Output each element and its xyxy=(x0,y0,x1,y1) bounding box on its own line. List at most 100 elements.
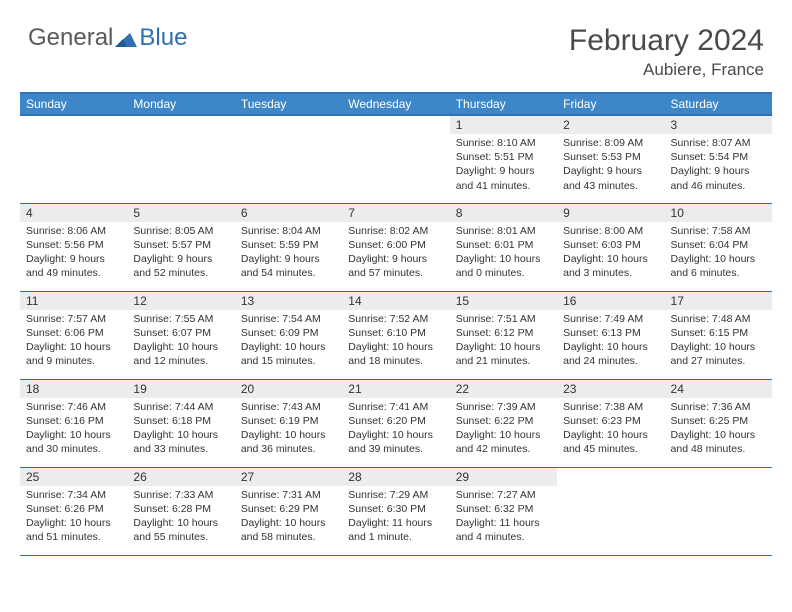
day-details: Sunrise: 7:34 AMSunset: 6:26 PMDaylight:… xyxy=(20,486,127,549)
calendar-table: SundayMondayTuesdayWednesdayThursdayFrid… xyxy=(20,92,772,556)
weekday-header: Friday xyxy=(557,93,664,115)
day-cell: 28Sunrise: 7:29 AMSunset: 6:30 PMDayligh… xyxy=(342,467,449,555)
title-block: February 2024 Aubiere, France xyxy=(569,24,764,80)
day-cell: 15Sunrise: 7:51 AMSunset: 6:12 PMDayligh… xyxy=(450,291,557,379)
day-details: Sunrise: 8:01 AMSunset: 6:01 PMDaylight:… xyxy=(450,222,557,285)
empty-cell xyxy=(557,467,664,555)
day-details: Sunrise: 7:38 AMSunset: 6:23 PMDaylight:… xyxy=(557,398,664,461)
day-cell: 9Sunrise: 8:00 AMSunset: 6:03 PMDaylight… xyxy=(557,203,664,291)
day-details: Sunrise: 7:27 AMSunset: 6:32 PMDaylight:… xyxy=(450,486,557,549)
day-number: 13 xyxy=(235,292,342,310)
day-number: 1 xyxy=(450,116,557,134)
logo: General Blue xyxy=(28,24,187,52)
day-details: Sunrise: 8:04 AMSunset: 5:59 PMDaylight:… xyxy=(235,222,342,285)
logo-text-blue: Blue xyxy=(139,24,187,52)
day-cell: 20Sunrise: 7:43 AMSunset: 6:19 PMDayligh… xyxy=(235,379,342,467)
day-details: Sunrise: 8:10 AMSunset: 5:51 PMDaylight:… xyxy=(450,134,557,197)
day-number: 20 xyxy=(235,380,342,398)
header: General Blue February 2024 Aubiere, Fran… xyxy=(0,0,792,86)
week-row: 18Sunrise: 7:46 AMSunset: 6:16 PMDayligh… xyxy=(20,379,772,467)
page-title: February 2024 xyxy=(569,24,764,58)
day-number: 22 xyxy=(450,380,557,398)
day-details: Sunrise: 7:31 AMSunset: 6:29 PMDaylight:… xyxy=(235,486,342,549)
day-number: 10 xyxy=(665,204,772,222)
day-cell: 27Sunrise: 7:31 AMSunset: 6:29 PMDayligh… xyxy=(235,467,342,555)
day-number: 4 xyxy=(20,204,127,222)
day-cell: 18Sunrise: 7:46 AMSunset: 6:16 PMDayligh… xyxy=(20,379,127,467)
day-cell: 19Sunrise: 7:44 AMSunset: 6:18 PMDayligh… xyxy=(127,379,234,467)
location-label: Aubiere, France xyxy=(569,60,764,80)
day-cell: 8Sunrise: 8:01 AMSunset: 6:01 PMDaylight… xyxy=(450,203,557,291)
day-number: 3 xyxy=(665,116,772,134)
day-details: Sunrise: 8:00 AMSunset: 6:03 PMDaylight:… xyxy=(557,222,664,285)
day-number: 26 xyxy=(127,468,234,486)
week-row: 4Sunrise: 8:06 AMSunset: 5:56 PMDaylight… xyxy=(20,203,772,291)
day-number: 14 xyxy=(342,292,449,310)
day-number: 23 xyxy=(557,380,664,398)
empty-cell xyxy=(342,115,449,203)
weekday-header: Wednesday xyxy=(342,93,449,115)
day-number: 24 xyxy=(665,380,772,398)
day-number: 29 xyxy=(450,468,557,486)
day-cell: 29Sunrise: 7:27 AMSunset: 6:32 PMDayligh… xyxy=(450,467,557,555)
day-details: Sunrise: 7:39 AMSunset: 6:22 PMDaylight:… xyxy=(450,398,557,461)
weekday-header: Sunday xyxy=(20,93,127,115)
day-cell: 16Sunrise: 7:49 AMSunset: 6:13 PMDayligh… xyxy=(557,291,664,379)
day-details: Sunrise: 7:46 AMSunset: 6:16 PMDaylight:… xyxy=(20,398,127,461)
day-details: Sunrise: 7:36 AMSunset: 6:25 PMDaylight:… xyxy=(665,398,772,461)
day-details: Sunrise: 8:02 AMSunset: 6:00 PMDaylight:… xyxy=(342,222,449,285)
day-number: 15 xyxy=(450,292,557,310)
day-number: 6 xyxy=(235,204,342,222)
day-cell: 12Sunrise: 7:55 AMSunset: 6:07 PMDayligh… xyxy=(127,291,234,379)
day-details: Sunrise: 7:57 AMSunset: 6:06 PMDaylight:… xyxy=(20,310,127,373)
day-cell: 14Sunrise: 7:52 AMSunset: 6:10 PMDayligh… xyxy=(342,291,449,379)
week-row: 25Sunrise: 7:34 AMSunset: 6:26 PMDayligh… xyxy=(20,467,772,555)
day-details: Sunrise: 7:49 AMSunset: 6:13 PMDaylight:… xyxy=(557,310,664,373)
weekday-header-row: SundayMondayTuesdayWednesdayThursdayFrid… xyxy=(20,93,772,115)
day-number: 25 xyxy=(20,468,127,486)
day-details: Sunrise: 8:09 AMSunset: 5:53 PMDaylight:… xyxy=(557,134,664,197)
empty-cell xyxy=(20,115,127,203)
day-details: Sunrise: 7:54 AMSunset: 6:09 PMDaylight:… xyxy=(235,310,342,373)
day-details: Sunrise: 7:51 AMSunset: 6:12 PMDaylight:… xyxy=(450,310,557,373)
day-details: Sunrise: 7:55 AMSunset: 6:07 PMDaylight:… xyxy=(127,310,234,373)
weekday-header: Thursday xyxy=(450,93,557,115)
day-cell: 1Sunrise: 8:10 AMSunset: 5:51 PMDaylight… xyxy=(450,115,557,203)
day-cell: 13Sunrise: 7:54 AMSunset: 6:09 PMDayligh… xyxy=(235,291,342,379)
day-number: 27 xyxy=(235,468,342,486)
day-cell: 24Sunrise: 7:36 AMSunset: 6:25 PMDayligh… xyxy=(665,379,772,467)
day-details: Sunrise: 8:07 AMSunset: 5:54 PMDaylight:… xyxy=(665,134,772,197)
day-number: 5 xyxy=(127,204,234,222)
weekday-header: Saturday xyxy=(665,93,772,115)
day-number: 2 xyxy=(557,116,664,134)
day-details: Sunrise: 7:33 AMSunset: 6:28 PMDaylight:… xyxy=(127,486,234,549)
day-cell: 11Sunrise: 7:57 AMSunset: 6:06 PMDayligh… xyxy=(20,291,127,379)
day-cell: 7Sunrise: 8:02 AMSunset: 6:00 PMDaylight… xyxy=(342,203,449,291)
day-number: 8 xyxy=(450,204,557,222)
day-details: Sunrise: 7:29 AMSunset: 6:30 PMDaylight:… xyxy=(342,486,449,549)
day-number: 11 xyxy=(20,292,127,310)
day-number: 7 xyxy=(342,204,449,222)
day-cell: 23Sunrise: 7:38 AMSunset: 6:23 PMDayligh… xyxy=(557,379,664,467)
logo-triangle-icon xyxy=(115,29,137,47)
day-cell: 25Sunrise: 7:34 AMSunset: 6:26 PMDayligh… xyxy=(20,467,127,555)
day-number: 16 xyxy=(557,292,664,310)
week-row: 11Sunrise: 7:57 AMSunset: 6:06 PMDayligh… xyxy=(20,291,772,379)
day-number: 19 xyxy=(127,380,234,398)
week-row: 1Sunrise: 8:10 AMSunset: 5:51 PMDaylight… xyxy=(20,115,772,203)
day-details: Sunrise: 8:06 AMSunset: 5:56 PMDaylight:… xyxy=(20,222,127,285)
weekday-header: Monday xyxy=(127,93,234,115)
day-details: Sunrise: 7:41 AMSunset: 6:20 PMDaylight:… xyxy=(342,398,449,461)
day-cell: 22Sunrise: 7:39 AMSunset: 6:22 PMDayligh… xyxy=(450,379,557,467)
day-details: Sunrise: 7:58 AMSunset: 6:04 PMDaylight:… xyxy=(665,222,772,285)
day-details: Sunrise: 7:48 AMSunset: 6:15 PMDaylight:… xyxy=(665,310,772,373)
day-number: 12 xyxy=(127,292,234,310)
day-cell: 21Sunrise: 7:41 AMSunset: 6:20 PMDayligh… xyxy=(342,379,449,467)
day-cell: 6Sunrise: 8:04 AMSunset: 5:59 PMDaylight… xyxy=(235,203,342,291)
day-cell: 10Sunrise: 7:58 AMSunset: 6:04 PMDayligh… xyxy=(665,203,772,291)
logo-text-general: General xyxy=(28,24,113,52)
day-details: Sunrise: 8:05 AMSunset: 5:57 PMDaylight:… xyxy=(127,222,234,285)
empty-cell xyxy=(127,115,234,203)
day-details: Sunrise: 7:44 AMSunset: 6:18 PMDaylight:… xyxy=(127,398,234,461)
empty-cell xyxy=(665,467,772,555)
